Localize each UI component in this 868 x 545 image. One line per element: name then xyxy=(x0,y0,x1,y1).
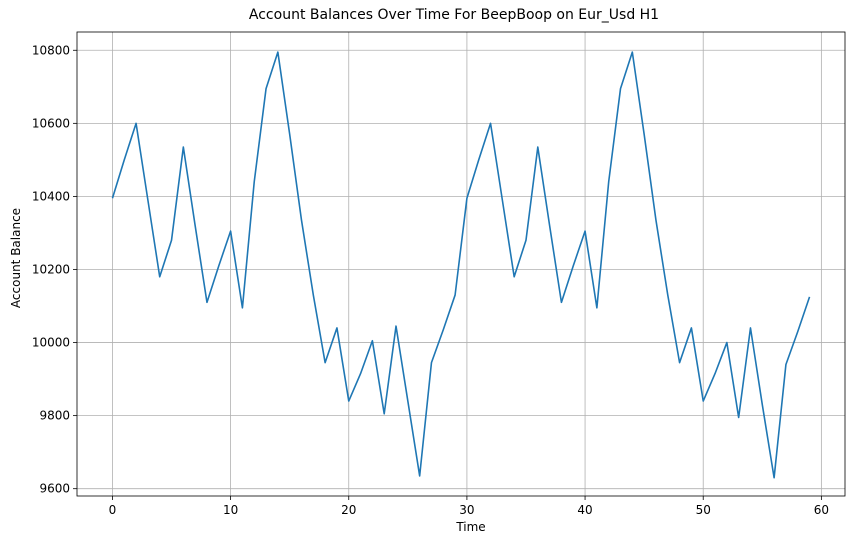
x-tick-label: 20 xyxy=(341,503,356,517)
y-tick-label: 10200 xyxy=(32,262,70,276)
x-tick-label: 10 xyxy=(223,503,238,517)
x-tick-label: 50 xyxy=(696,503,711,517)
x-tick-label: 30 xyxy=(459,503,474,517)
y-tick-label: 9600 xyxy=(39,482,70,496)
y-tick-label: 10600 xyxy=(32,116,70,130)
grid xyxy=(77,32,845,496)
y-tick-label: 10400 xyxy=(32,189,70,203)
account-balance-line xyxy=(111,51,811,479)
ticks: 0 10 20 30 40 50 60 9600 9800 10000 10200 10400 1060… xyxy=(32,43,829,517)
x-tick-label: 40 xyxy=(577,503,592,517)
chart-title: Account Balances Over Time For BeepBoop … xyxy=(249,7,659,23)
plot-frame xyxy=(76,31,846,497)
y-axis-label: Account Balance xyxy=(9,208,23,308)
y-tick-label: 10800 xyxy=(32,43,70,57)
x-tick-label: 60 xyxy=(814,503,829,517)
y-tick-label: 10000 xyxy=(32,336,70,350)
x-tick-label: 0 xyxy=(109,503,117,517)
x-axis-label: Time xyxy=(455,520,485,534)
series xyxy=(111,51,811,479)
y-tick-label: 9800 xyxy=(39,409,70,423)
